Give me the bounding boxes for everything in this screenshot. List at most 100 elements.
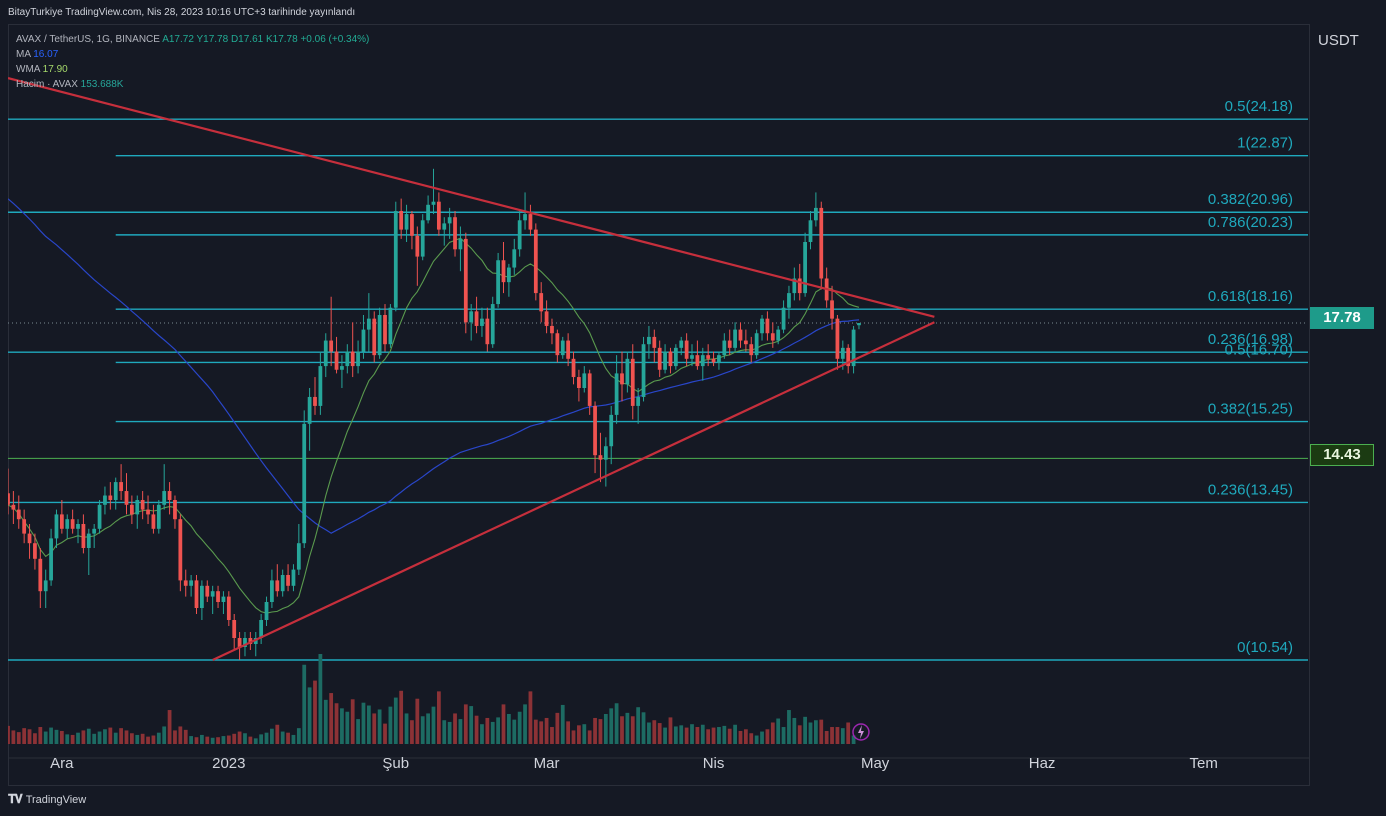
volume-bar <box>436 691 441 744</box>
volume-bar <box>76 732 80 744</box>
candle-body <box>819 207 824 279</box>
legend-wma-row[interactable]: WMA 17.90 <box>16 62 369 77</box>
volume-bar <box>270 728 274 744</box>
volume-bar <box>587 730 592 744</box>
candle-body <box>103 495 107 505</box>
volume-bar <box>388 706 393 744</box>
volume-bar <box>27 729 32 744</box>
trendline-ascending <box>212 321 935 661</box>
time-tick-label: Ara <box>50 755 74 772</box>
volume-bar <box>399 690 404 744</box>
legend-symbol[interactable]: AVAX / TetherUS, 1G, BINANCE <box>16 34 160 45</box>
legend-volume-row[interactable]: Hacim · AVAX 153.688K <box>16 77 369 92</box>
candle-body <box>167 491 172 500</box>
volume-bar <box>253 738 258 744</box>
volume-bar <box>345 711 350 744</box>
volume-bar <box>49 727 53 744</box>
volume-bar <box>517 711 522 744</box>
candle-body <box>124 491 129 505</box>
volume-bar <box>323 699 328 744</box>
volume-bar <box>216 737 220 744</box>
volume-bar <box>749 733 754 744</box>
volume-bar <box>119 728 123 744</box>
volume-bar <box>625 712 630 744</box>
volume-bar <box>550 727 554 744</box>
volume-bar <box>329 693 334 744</box>
volume-bar <box>453 713 457 744</box>
volume-bar <box>404 713 409 744</box>
volume-bar <box>846 722 851 744</box>
volume-bar <box>781 727 786 744</box>
time-tick-label: Mar <box>534 755 560 772</box>
candle-body <box>663 351 667 370</box>
candle-body <box>302 423 307 544</box>
candle-body <box>690 355 694 359</box>
candle-body <box>733 329 737 348</box>
volume-bar <box>313 680 317 744</box>
volume-bar <box>485 717 490 744</box>
volume-bar <box>393 697 398 744</box>
volume-bar <box>156 732 161 744</box>
candle-body <box>533 229 538 294</box>
chart-area[interactable]: 0.618(27.46)0.5(24.18)1(22.87)0.382(20.9… <box>8 24 1310 786</box>
volume-bar <box>334 703 339 744</box>
candle-body <box>760 318 764 334</box>
volume-bar <box>200 734 204 744</box>
candle-body <box>458 238 463 250</box>
volume-bar <box>480 724 484 744</box>
fib-level-label: 0.236(13.45) <box>1208 481 1293 498</box>
volume-bar <box>8 725 10 744</box>
fib-level-label: 0.618(18.16) <box>1208 288 1293 305</box>
candle-body <box>808 220 813 242</box>
volume-bar <box>512 719 517 744</box>
moving-averages <box>8 198 860 614</box>
volume-bar <box>614 703 619 744</box>
volume-bar <box>259 734 264 744</box>
candle-body <box>528 214 533 230</box>
volume-bar <box>356 719 360 744</box>
volume-bar <box>59 730 64 744</box>
candle-body <box>146 509 150 515</box>
volume-bar <box>684 727 689 744</box>
volume-bar <box>840 728 845 744</box>
volume-bar <box>162 726 167 744</box>
candle-body <box>442 223 447 230</box>
candle-body <box>280 575 285 592</box>
candle-body <box>399 211 404 230</box>
candle-body <box>237 638 242 647</box>
candle-body <box>65 519 70 529</box>
volume-bars <box>8 654 856 744</box>
candle-body <box>313 396 317 406</box>
candle-body <box>851 329 856 367</box>
candle-body <box>291 569 296 586</box>
price-chart-svg[interactable]: 0.618(27.46)0.5(24.18)1(22.87)0.382(20.9… <box>8 24 1310 786</box>
legend-ma-row[interactable]: MA 16.07 <box>16 47 369 62</box>
axes: 26.0024.0022.0020.0016.0013.5012.5011.50… <box>50 723 1218 772</box>
candle-body <box>27 533 32 544</box>
volume-bar <box>151 735 156 744</box>
legend-volume-label: Hacim · AVAX <box>16 79 78 90</box>
tradingview-brand[interactable]: 𝐓𝐕 TradingView <box>8 792 86 807</box>
volume-bar <box>65 734 70 744</box>
candle-body <box>603 446 608 460</box>
candle-body <box>156 504 161 529</box>
candle-body <box>647 336 651 345</box>
candle-body <box>770 333 775 341</box>
grid-layer <box>8 24 1310 786</box>
candle-body <box>43 580 48 592</box>
candle-body <box>749 344 754 356</box>
volume-bar <box>178 726 183 744</box>
volume-bar <box>647 722 651 744</box>
volume-bar <box>835 727 840 744</box>
candle-body <box>361 329 366 352</box>
currency-label[interactable]: USDT <box>1318 32 1359 49</box>
fibonacci-levels: 0.618(27.46)0.5(24.18)1(22.87)0.382(20.9… <box>8 98 1308 661</box>
volume-bar <box>146 736 150 744</box>
volume-bar <box>560 704 565 744</box>
volume-bar <box>189 736 194 744</box>
volume-bar <box>571 730 576 744</box>
indicator-legend: AVAX / TetherUS, 1G, BINANCE A17.72 Y17.… <box>16 32 369 92</box>
candle-body <box>754 333 759 356</box>
candle-body <box>259 620 264 638</box>
